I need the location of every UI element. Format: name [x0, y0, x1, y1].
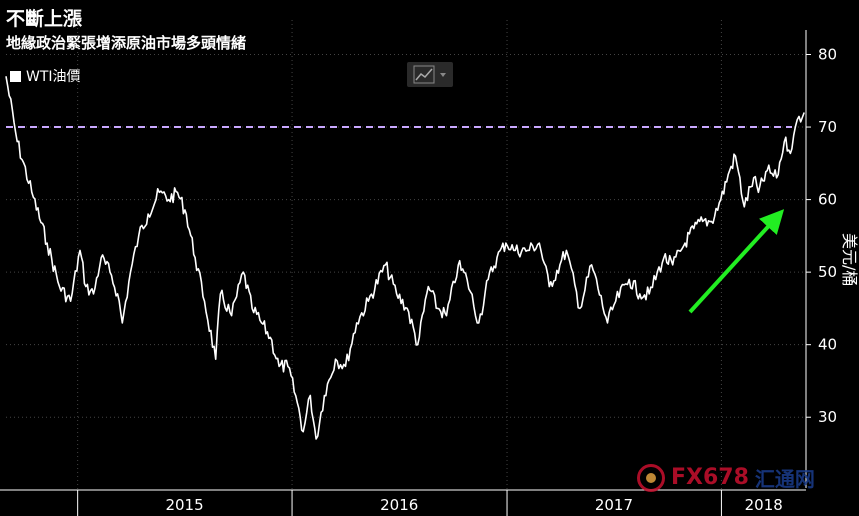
x-tick-label: 2017	[595, 496, 633, 514]
legend: WTI油價	[10, 66, 81, 86]
y-tick-label: 30	[818, 408, 837, 426]
series-line-wti	[5, 76, 805, 440]
watermark-text-1: FX678	[671, 465, 749, 490]
y-tick-label: 60	[818, 191, 837, 209]
y-tick-label: 40	[818, 336, 837, 354]
annotation-arrow	[688, 209, 785, 314]
y-tick-label: 50	[818, 263, 837, 281]
legend-swatch	[10, 70, 21, 82]
x-tick-label: 2016	[380, 496, 418, 514]
y-tick-label: 70	[818, 118, 837, 136]
watermark: FX678 汇通网	[637, 463, 815, 492]
chart-title: 不斷上漲	[6, 8, 83, 30]
chart-type-button[interactable]	[407, 62, 453, 87]
y-tick-label: 80	[818, 46, 837, 64]
fx678-logo-icon	[637, 463, 665, 492]
y-axis-label: 美元/桶	[840, 233, 859, 286]
legend-label: WTI油價	[26, 69, 81, 85]
chevron-down-icon	[440, 73, 446, 77]
chart-subtitle: 地緣政治緊張增添原油市場多頭情緒	[6, 34, 247, 52]
x-tick-label: 2018	[745, 496, 783, 514]
line-chart-icon	[413, 65, 446, 84]
watermark-text-2: 汇通网	[754, 467, 815, 491]
x-tick-label: 2015	[165, 496, 203, 514]
